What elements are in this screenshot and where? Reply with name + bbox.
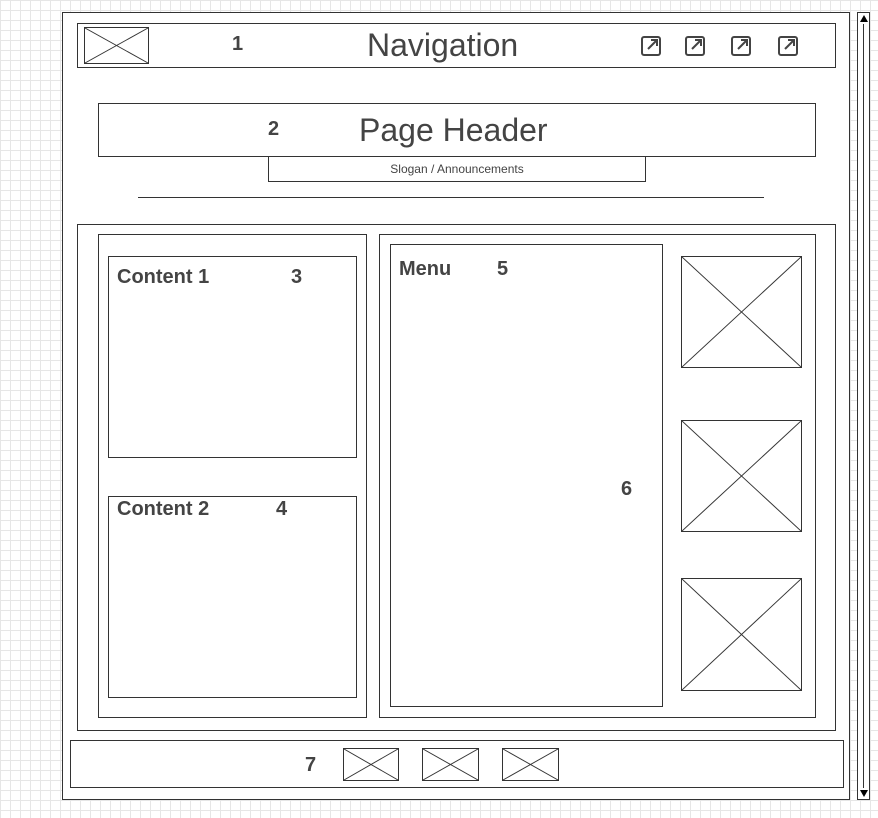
external-link-icon[interactable]: [777, 35, 799, 57]
content-2-number: 4: [276, 498, 288, 520]
scroll-down-arrow-icon[interactable]: [860, 790, 868, 797]
page-header-title: Page Header: [359, 112, 548, 148]
external-link-icon[interactable]: [684, 35, 706, 57]
content-1-number: 3: [291, 266, 303, 288]
page-header: 2 Page Header: [98, 103, 816, 157]
external-link-icon[interactable]: [640, 35, 662, 57]
slogan-text: Slogan / Announcements: [390, 162, 524, 176]
slogan-box: Slogan / Announcements: [268, 156, 646, 182]
navigation-number: 1: [232, 33, 244, 55]
navigation-title: Navigation: [367, 27, 519, 63]
scroll-up-arrow-icon[interactable]: [860, 15, 868, 22]
footer-number: 7: [305, 754, 317, 776]
external-link-icon[interactable]: [730, 35, 752, 57]
menu-number: 5: [497, 258, 509, 280]
menu-panel: Menu 5: [390, 244, 663, 707]
content-2-panel: Content 2 4: [108, 496, 357, 698]
sidebar-number: 6: [621, 478, 633, 500]
footer-image-placeholder-icon: [343, 748, 399, 781]
content-2-title: Content 2: [117, 498, 210, 520]
footer-image-placeholder-icon: [502, 748, 559, 781]
menu-title: Menu: [399, 258, 452, 280]
sidebar-image-placeholder-icon: [681, 420, 802, 532]
header-divider: [138, 197, 764, 198]
logo-placeholder-icon: [84, 27, 149, 64]
footer: 7: [70, 740, 844, 788]
sidebar-image-placeholder-icon: [681, 578, 802, 691]
footer-image-placeholder-icon: [422, 748, 479, 781]
scroll-track: [863, 24, 864, 788]
scrollbar[interactable]: [857, 12, 870, 800]
header-number: 2: [268, 118, 280, 140]
navigation-bar: 1 Navigation: [77, 23, 836, 68]
content-1-panel: Content 1 3: [108, 256, 357, 458]
content-1-title: Content 1: [117, 266, 210, 288]
sidebar-image-placeholder-icon: [681, 256, 802, 368]
